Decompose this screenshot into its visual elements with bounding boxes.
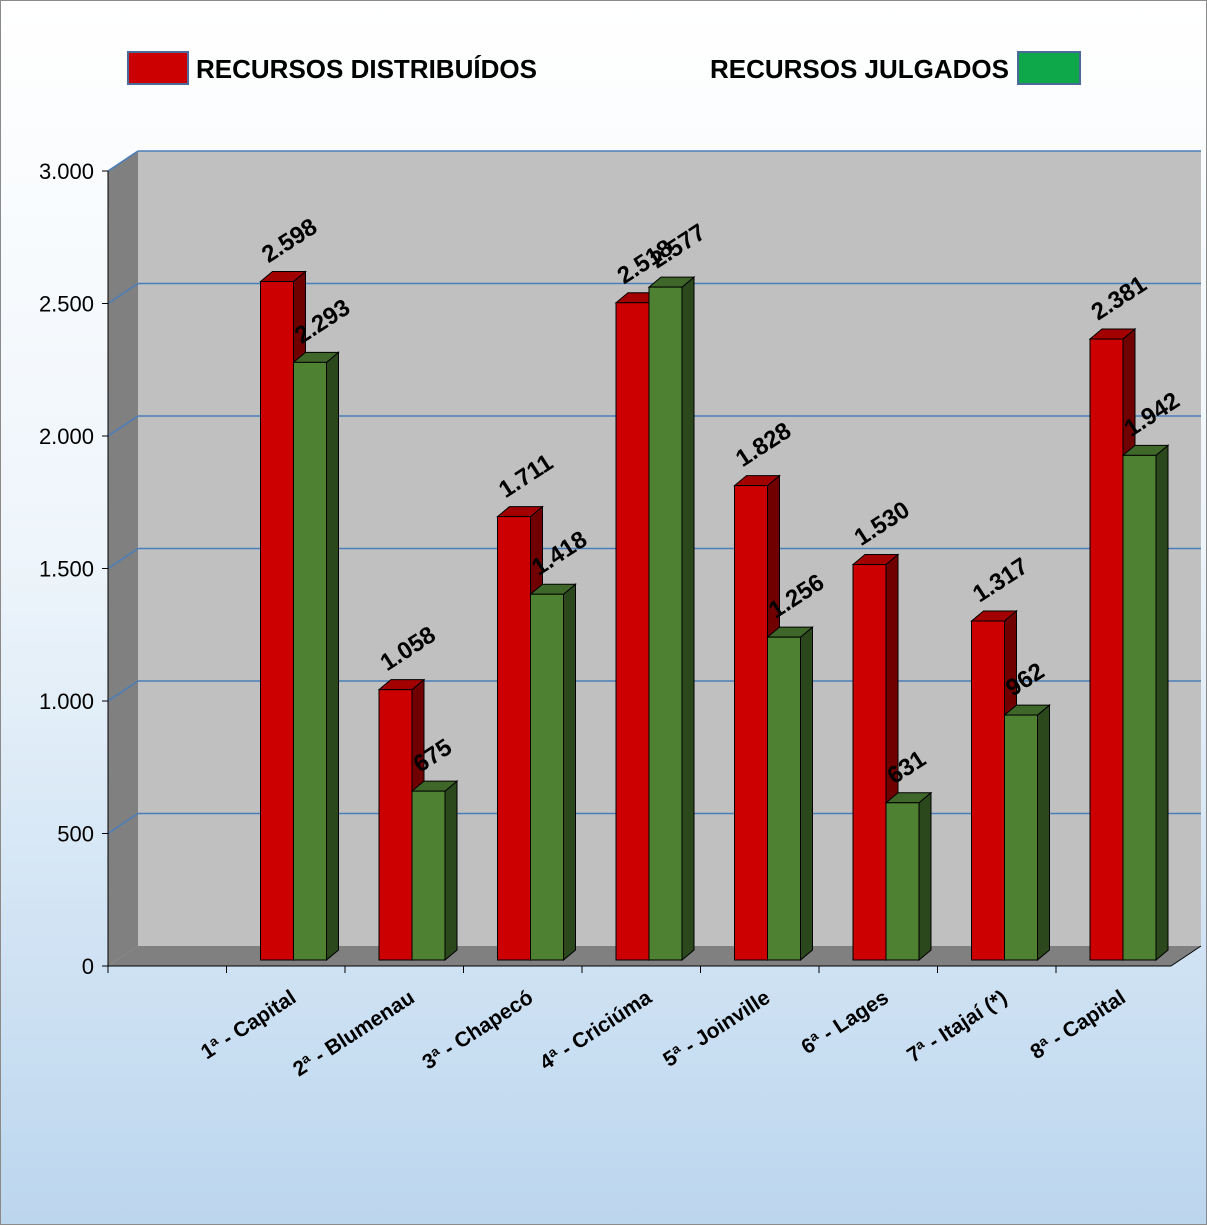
- gridline-side: [107, 812, 139, 835]
- category-label: 1ª - Capital: [197, 986, 300, 1064]
- bar-julgados: [410, 780, 459, 962]
- category-label: 4ª - Criciúma: [536, 986, 656, 1075]
- category-label: 8ª - Capital: [1027, 986, 1130, 1064]
- y-tick-label: 2.500: [39, 292, 94, 317]
- legend-swatch-distribuidos: [127, 51, 189, 85]
- legend-label-julgados: RECURSOS JULGADOS: [710, 54, 1009, 84]
- x-axis-end: [1170, 945, 1202, 967]
- gridline-side: [107, 680, 139, 702]
- category-label: 2ª - Blumenau: [289, 986, 419, 1081]
- bar-julgados: [529, 583, 577, 962]
- y-tick-label: 1.500: [39, 557, 94, 582]
- gridline-side: [107, 415, 139, 437]
- bar-julgados: [766, 626, 814, 962]
- bar-julgados: [1121, 444, 1170, 962]
- legend-swatch-julgados: [1017, 51, 1081, 85]
- category-label: 7ª - Itajaí (*): [903, 986, 1011, 1067]
- bar-julgados: [292, 351, 340, 962]
- gridline-side: [107, 282, 139, 305]
- legend-label-distribuidos: RECURSOS DISTRIBUÍDOS: [196, 54, 537, 84]
- gridline-side: [107, 150, 139, 172]
- gridline-side: [107, 547, 139, 570]
- category-label: 6ª - Lages: [797, 986, 892, 1059]
- y-tick-label: 3.000: [39, 159, 94, 184]
- bar-julgados: [1003, 704, 1051, 962]
- category-label: 3ª - Chapecó: [418, 986, 537, 1074]
- bar-julgados: [647, 276, 696, 962]
- y-tick-label: 1.000: [39, 689, 94, 714]
- y-tick-label: 500: [57, 822, 94, 847]
- y-tick-label: 0: [82, 954, 94, 979]
- bar-julgados: [884, 791, 933, 962]
- y-tick-label: 2.000: [39, 424, 94, 449]
- category-label: 5ª - Joinville: [659, 986, 774, 1072]
